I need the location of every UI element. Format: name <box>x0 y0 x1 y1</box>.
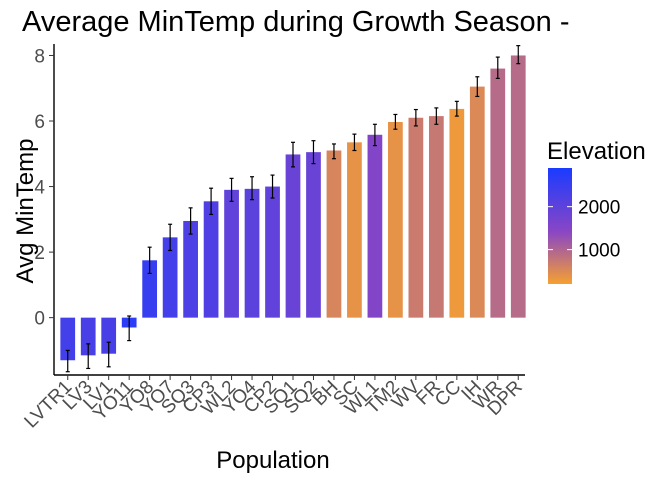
error-bar-cp3 <box>209 187 214 216</box>
error-bar-dpr <box>516 45 521 65</box>
bar-cc <box>449 108 465 318</box>
y-tick-label: 6 <box>34 112 45 133</box>
error-bar-ih <box>475 76 480 98</box>
chart-title: Average MinTemp during Growth Season - <box>22 6 570 38</box>
bars-layer <box>60 55 526 361</box>
y-tick-label: 0 <box>34 309 45 330</box>
legend-tick-label: 1000 <box>578 241 620 262</box>
error-bar-wl2 <box>229 177 234 202</box>
error-bar-fr <box>434 107 439 125</box>
x-axis-title: Population <box>216 447 329 474</box>
legend-colorbar <box>548 168 572 284</box>
bar-wv <box>408 117 424 318</box>
bar-dpr <box>510 55 526 318</box>
bar-yo7 <box>162 237 178 318</box>
bar-lv1 <box>101 317 117 354</box>
error-bar-cp2 <box>270 174 275 199</box>
legend-ticks: 2000 1000 <box>548 198 620 262</box>
legend: Elevation 2000 1000 <box>547 138 646 284</box>
error-bar-yo11 <box>127 315 132 342</box>
y-tick-label: 4 <box>34 178 45 199</box>
legend-title: Elevation <box>547 138 646 165</box>
bar-sc <box>347 142 362 318</box>
error-bar-yo8 <box>147 246 152 275</box>
error-bar-tm2 <box>393 113 398 130</box>
bar-cp3 <box>203 201 219 318</box>
bar-fr <box>428 116 444 318</box>
y-tick-label: 2 <box>34 243 45 264</box>
bar-lv3 <box>80 317 96 356</box>
bar-ih <box>469 86 485 318</box>
error-bar-lv3 <box>86 343 91 370</box>
error-bar-bh <box>331 143 336 160</box>
bar-sq1 <box>285 154 301 318</box>
bar-wl2 <box>224 189 239 318</box>
error-bar-sq2 <box>311 140 316 165</box>
bar-lvtr1 <box>60 317 76 361</box>
bar-wl1 <box>367 134 383 318</box>
error-bar-sq3 <box>188 207 193 235</box>
error-bars-layer <box>65 45 521 373</box>
error-bar-sq1 <box>291 141 295 168</box>
axes-layer <box>53 44 525 376</box>
error-bar-lv1 <box>106 341 111 368</box>
error-bar-wl1 <box>372 123 377 147</box>
error-bar-sc <box>352 133 357 152</box>
bar-bh <box>326 150 342 318</box>
x-ticks-layer: LVTR1LV3LV1YO11YO8YO7SQ3CP3WL2YO4CP2SQ1S… <box>21 375 527 432</box>
bar-sq2 <box>306 152 321 318</box>
y-ticks-layer: 0 2 4 6 8 <box>34 46 54 330</box>
bar-sq3 <box>183 220 198 318</box>
error-bar-wv <box>413 108 418 127</box>
legend-tick-label: 2000 <box>578 198 620 219</box>
bar-wr <box>490 68 506 318</box>
y-axis-title: Avg MinTemp <box>12 139 39 284</box>
y-tick-label: 8 <box>34 46 45 67</box>
error-bar-cc <box>454 100 459 117</box>
error-bar-wr <box>495 56 500 80</box>
bar-tm2 <box>388 122 403 318</box>
bar-cp2 <box>265 186 280 318</box>
bar-yo8 <box>142 260 158 318</box>
error-bar-lvtr1 <box>65 349 70 373</box>
bar-yo4 <box>244 188 260 318</box>
error-bar-yo7 <box>168 223 173 252</box>
error-bar-yo4 <box>250 176 255 201</box>
